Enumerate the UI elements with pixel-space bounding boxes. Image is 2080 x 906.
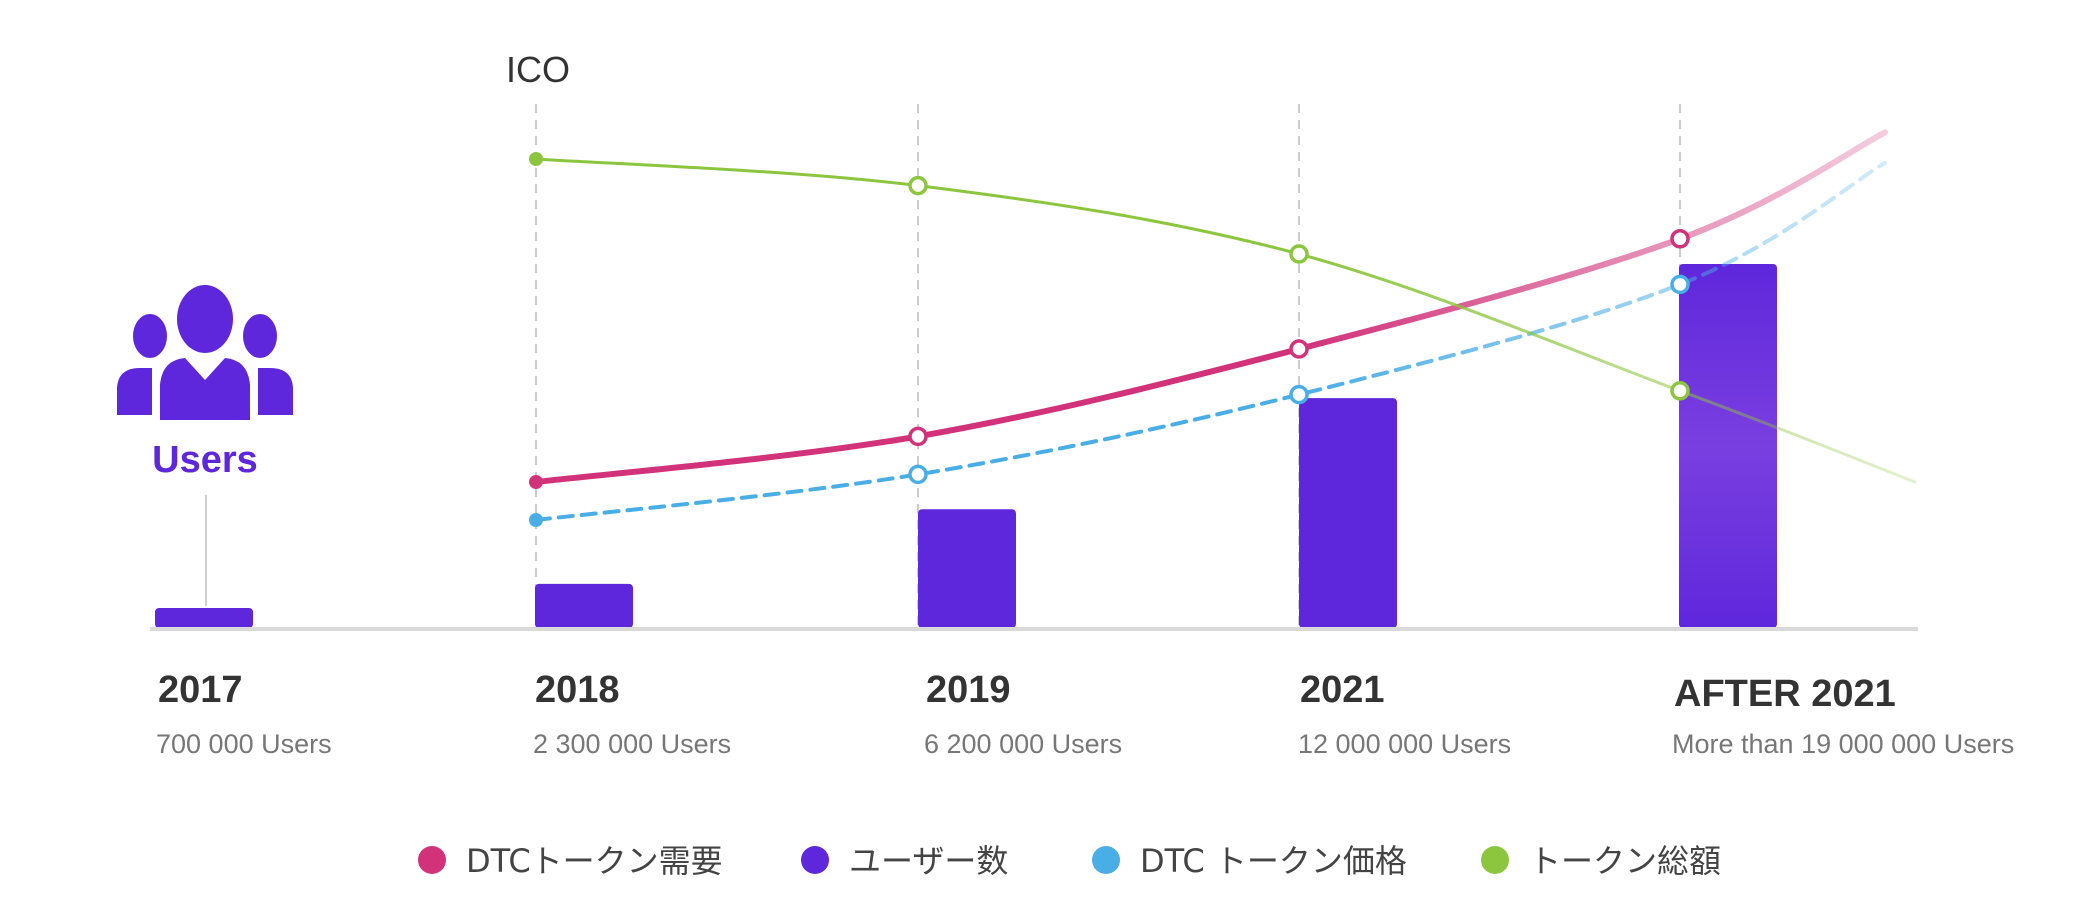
bars bbox=[155, 264, 1777, 628]
users-icon bbox=[117, 285, 293, 420]
series-point bbox=[1289, 244, 1309, 264]
bar bbox=[918, 509, 1016, 628]
series-point bbox=[529, 152, 543, 166]
users-icon-label: Users bbox=[152, 439, 258, 481]
series-point bbox=[1670, 381, 1690, 401]
category-label: 2018 bbox=[535, 669, 620, 711]
category-label: 2017 bbox=[158, 669, 243, 711]
category-labels: 2017 700 000 Users 2018 2 300 000 Users 2019… bbox=[156, 669, 2014, 759]
legend-label: DTCトークン需要 bbox=[466, 842, 723, 880]
category-label: 2021 bbox=[1300, 669, 1385, 711]
series-point bbox=[1289, 384, 1309, 405]
series-line bbox=[533, 129, 1888, 485]
series-line bbox=[534, 157, 1917, 484]
category-label: AFTER 2021 bbox=[1674, 673, 1896, 715]
legend-swatch bbox=[418, 846, 446, 874]
legend-swatch bbox=[801, 846, 829, 874]
category-label: 2019 bbox=[926, 669, 1011, 711]
legend-label: DTC トークン価格 bbox=[1140, 842, 1407, 880]
series-point bbox=[529, 513, 543, 527]
line-series bbox=[529, 129, 1917, 527]
category-sublabel: 2 300 000 Users bbox=[533, 729, 731, 759]
legend-label: ユーザー数 bbox=[849, 842, 1008, 880]
category-sublabel: 12 000 000 Users bbox=[1298, 729, 1511, 759]
series-line bbox=[534, 160, 1887, 522]
series-point bbox=[908, 426, 928, 447]
legend: DTCトークン需要 ユーザー数 DTC トークン価格 トークン総額 bbox=[418, 842, 1721, 880]
category-sublabel: 700 000 Users bbox=[156, 729, 332, 759]
bar bbox=[1299, 398, 1397, 628]
bar bbox=[1679, 264, 1777, 628]
category-sublabel: 6 200 000 Users bbox=[924, 729, 1122, 759]
series-point bbox=[908, 175, 928, 196]
series-point bbox=[1670, 229, 1690, 249]
bar bbox=[535, 583, 633, 628]
bar bbox=[155, 608, 253, 628]
legend-label: トークン総額 bbox=[1529, 842, 1721, 880]
ico-annotation: ICO bbox=[506, 49, 570, 90]
category-sublabel: More than 19 000 000 Users bbox=[1672, 729, 2014, 759]
guide-lines bbox=[535, 104, 1681, 628]
legend-swatch bbox=[1092, 846, 1120, 874]
legend-swatch bbox=[1481, 846, 1509, 874]
series-point bbox=[1670, 274, 1690, 295]
series-point bbox=[1289, 339, 1309, 359]
series-point bbox=[908, 464, 928, 485]
series-point bbox=[529, 475, 543, 489]
